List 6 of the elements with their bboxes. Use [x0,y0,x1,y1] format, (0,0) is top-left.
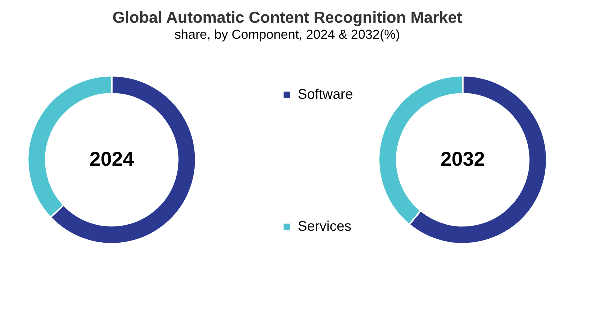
legend-label: Software [298,86,354,102]
chart-subtitle: share, by Component, 2024 & 2032(%) [174,27,400,42]
slice-label: 2024 [90,149,136,171]
chart-title: Global Automatic Content Recognition Market [112,10,463,27]
legend-label: Services [298,218,352,234]
slice-label: 2032 [440,149,486,171]
